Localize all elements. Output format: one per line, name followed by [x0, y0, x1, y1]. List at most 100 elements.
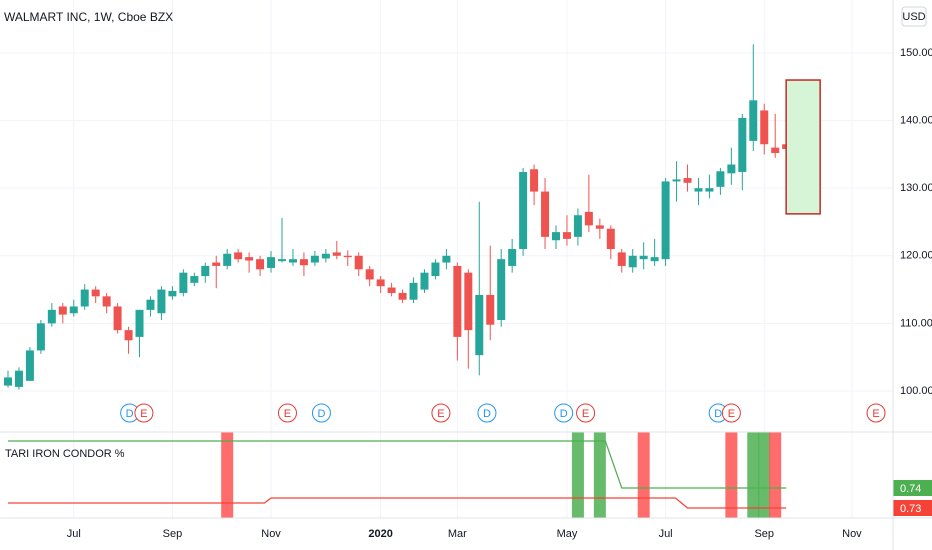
- candle-body: [398, 292, 407, 300]
- candle-body: [36, 323, 45, 351]
- currency-button[interactable]: [901, 6, 927, 27]
- candle-body: [650, 257, 659, 262]
- x-tick-label: Sep: [754, 528, 774, 540]
- candle-body: [179, 272, 188, 293]
- signal-bar: [725, 432, 738, 518]
- x-tick-label: 2020: [368, 528, 392, 540]
- x-tick-label: Jul: [67, 528, 81, 540]
- event-marker: [277, 403, 297, 423]
- signal-bar: [593, 432, 606, 518]
- signal-bar: [221, 432, 234, 518]
- signal-bar: [571, 432, 584, 518]
- x-tick-label: Jul: [659, 528, 673, 540]
- candle-body: [102, 296, 111, 307]
- candle-body: [475, 294, 484, 356]
- candle-body: [278, 259, 286, 262]
- y-tick-label: 110.00: [900, 317, 932, 329]
- candle-body: [212, 262, 221, 266]
- candle-body: [146, 299, 155, 310]
- event-marker: [477, 403, 497, 423]
- signal-bar: [747, 432, 760, 518]
- last-value-label: 0.74: [900, 483, 921, 495]
- last-value-box: [893, 500, 932, 516]
- candle-body: [91, 289, 100, 297]
- candle-body: [267, 257, 276, 268]
- candle-body: [497, 259, 506, 320]
- range-box: [785, 79, 821, 215]
- candle-body: [168, 290, 177, 297]
- candle-body: [223, 253, 232, 266]
- x-tick-label: Sep: [163, 528, 183, 540]
- candle-body: [716, 171, 725, 187]
- candle-body: [771, 147, 780, 154]
- y-tick-label: 120.00: [900, 250, 932, 262]
- candle-body: [190, 276, 199, 283]
- candle-body: [705, 188, 714, 192]
- candle-body: [760, 110, 769, 145]
- x-tick-label: Mar: [448, 528, 467, 540]
- candle-body: [628, 255, 637, 268]
- y-tick-label: 150.00: [900, 47, 932, 59]
- candle-body: [420, 272, 429, 290]
- candle-body: [584, 211, 593, 226]
- candle-body: [606, 228, 615, 250]
- candle-body: [288, 259, 297, 263]
- indicator-line: [8, 440, 787, 489]
- candle-body: [573, 215, 582, 237]
- event-label: D: [126, 408, 134, 420]
- candle-body: [387, 287, 396, 293]
- candle-body: [541, 191, 550, 237]
- event-label: E: [284, 408, 291, 420]
- candle-body: [332, 252, 341, 256]
- candle-body: [25, 350, 34, 381]
- last-value-box: [893, 480, 932, 496]
- event-label: D: [317, 408, 325, 420]
- candle-body: [639, 255, 648, 260]
- signal-bar: [758, 432, 771, 518]
- candle-body: [738, 117, 747, 172]
- candle-body: [365, 269, 374, 280]
- event-marker: [311, 403, 331, 423]
- signal-bar: [637, 432, 650, 518]
- event-label: D: [714, 408, 722, 420]
- candle-body: [376, 279, 385, 287]
- event-marker: [134, 403, 154, 423]
- candle-body: [442, 255, 451, 263]
- y-tick-label: 140.00: [900, 114, 932, 126]
- currency[interactable]: USD: [902, 11, 925, 23]
- candle-body: [431, 262, 440, 277]
- candle-body: [113, 306, 122, 331]
- candle-body: [256, 259, 265, 270]
- candle-body: [245, 257, 254, 261]
- y-tick-label: 130.00: [900, 182, 932, 194]
- candle-body: [519, 171, 528, 250]
- candle-body: [47, 309, 56, 324]
- signal-bar: [769, 432, 782, 518]
- candle-body: [124, 330, 133, 341]
- candle-body: [321, 253, 330, 259]
- event-label: E: [728, 408, 735, 420]
- event-marker: [576, 403, 596, 423]
- candle-body: [343, 255, 352, 258]
- event-label: E: [872, 408, 879, 420]
- candle-body: [694, 188, 703, 192]
- candle-body: [552, 232, 560, 241]
- candle-body: [234, 252, 243, 260]
- candle-body: [409, 282, 418, 300]
- event-label: E: [437, 408, 444, 420]
- candle-body: [157, 289, 166, 314]
- candle-body: [299, 259, 308, 266]
- candle-body: [80, 289, 89, 307]
- candle-body: [69, 306, 78, 314]
- indicator-title: TARI IRON CONDOR %: [5, 448, 125, 460]
- candle-body: [135, 309, 144, 337]
- candle-body: [14, 370, 23, 387]
- candle-body: [661, 181, 670, 260]
- event-marker: [721, 403, 741, 423]
- candle-body: [530, 169, 539, 192]
- candle-body: [464, 272, 473, 331]
- candle-body: [617, 252, 626, 266]
- event-label: E: [582, 408, 589, 420]
- candle-body: [562, 232, 571, 239]
